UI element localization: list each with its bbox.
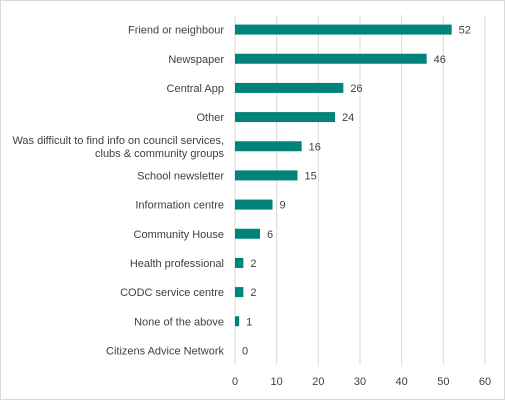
bar bbox=[235, 199, 273, 210]
bar bbox=[235, 112, 335, 123]
bars bbox=[235, 24, 452, 327]
category-label: Health professional bbox=[130, 258, 224, 270]
x-tick-label: 10 bbox=[271, 376, 283, 388]
bar bbox=[235, 257, 244, 268]
x-tick-label: 50 bbox=[437, 376, 449, 388]
category-label-line: Other bbox=[196, 112, 224, 124]
data-label: 26 bbox=[350, 83, 362, 95]
category-label-line: clubs & community groups bbox=[95, 148, 224, 160]
data-label: 0 bbox=[242, 345, 248, 357]
data-label: 46 bbox=[434, 54, 446, 66]
data-label: 24 bbox=[342, 112, 354, 124]
data-label: 15 bbox=[305, 170, 317, 182]
category-label-line: Newspaper bbox=[168, 54, 224, 66]
category-label: Friend or neighbour bbox=[128, 25, 224, 37]
category-label: Citizens Advice Network bbox=[106, 345, 224, 357]
bar bbox=[235, 228, 260, 239]
x-tick-label: 0 bbox=[232, 376, 238, 388]
bar bbox=[235, 82, 344, 93]
category-label: School newsletter bbox=[137, 170, 224, 182]
data-label: 1 bbox=[246, 316, 252, 328]
category-label: Newspaper bbox=[168, 54, 224, 66]
x-tick-label: 60 bbox=[479, 376, 491, 388]
category-label: CODC service centre bbox=[120, 287, 224, 299]
category-label-line: Health professional bbox=[130, 258, 224, 270]
bar bbox=[235, 24, 452, 35]
category-label-line: Community House bbox=[134, 229, 224, 241]
category-label: None of the above bbox=[134, 316, 224, 328]
bar bbox=[235, 287, 244, 298]
category-label-line: Citizens Advice Network bbox=[106, 345, 224, 357]
category-label-line: Central App bbox=[167, 83, 224, 95]
data-label: 9 bbox=[280, 200, 286, 212]
data-label: 2 bbox=[250, 287, 256, 299]
x-tick-label: 20 bbox=[312, 376, 324, 388]
category-label: Central App bbox=[167, 83, 224, 95]
category-label: Information centre bbox=[135, 200, 224, 212]
category-label-line: School newsletter bbox=[137, 170, 224, 182]
x-axis-ticks: 0 10 20 30 40 50 60 bbox=[232, 376, 491, 388]
bar bbox=[235, 141, 302, 152]
category-label: Was difficult to find info on council se… bbox=[12, 135, 224, 160]
category-label: Other bbox=[196, 112, 224, 124]
x-tick-label: 30 bbox=[354, 376, 366, 388]
data-label: 2 bbox=[250, 258, 256, 270]
data-label: 6 bbox=[267, 229, 273, 241]
category-label-line: CODC service centre bbox=[120, 287, 224, 299]
category-label: Community House bbox=[134, 229, 224, 241]
data-labels: 52 46 26 24 16 15 9 6 2 2 1 0 bbox=[242, 25, 471, 358]
category-label-line: Was difficult to find info on council se… bbox=[12, 135, 224, 147]
bar bbox=[235, 53, 427, 64]
bar bbox=[235, 170, 298, 181]
category-labels: Friend or neighbour Newspaper Central App O… bbox=[12, 25, 224, 358]
data-label: 16 bbox=[309, 141, 321, 153]
category-label-line: Friend or neighbour bbox=[128, 25, 224, 37]
category-label-line: Information centre bbox=[135, 200, 224, 212]
x-tick-label: 40 bbox=[396, 376, 408, 388]
gridlines bbox=[234, 15, 486, 365]
data-label: 52 bbox=[459, 25, 471, 37]
bar bbox=[235, 316, 240, 327]
category-label-line: None of the above bbox=[134, 316, 224, 328]
